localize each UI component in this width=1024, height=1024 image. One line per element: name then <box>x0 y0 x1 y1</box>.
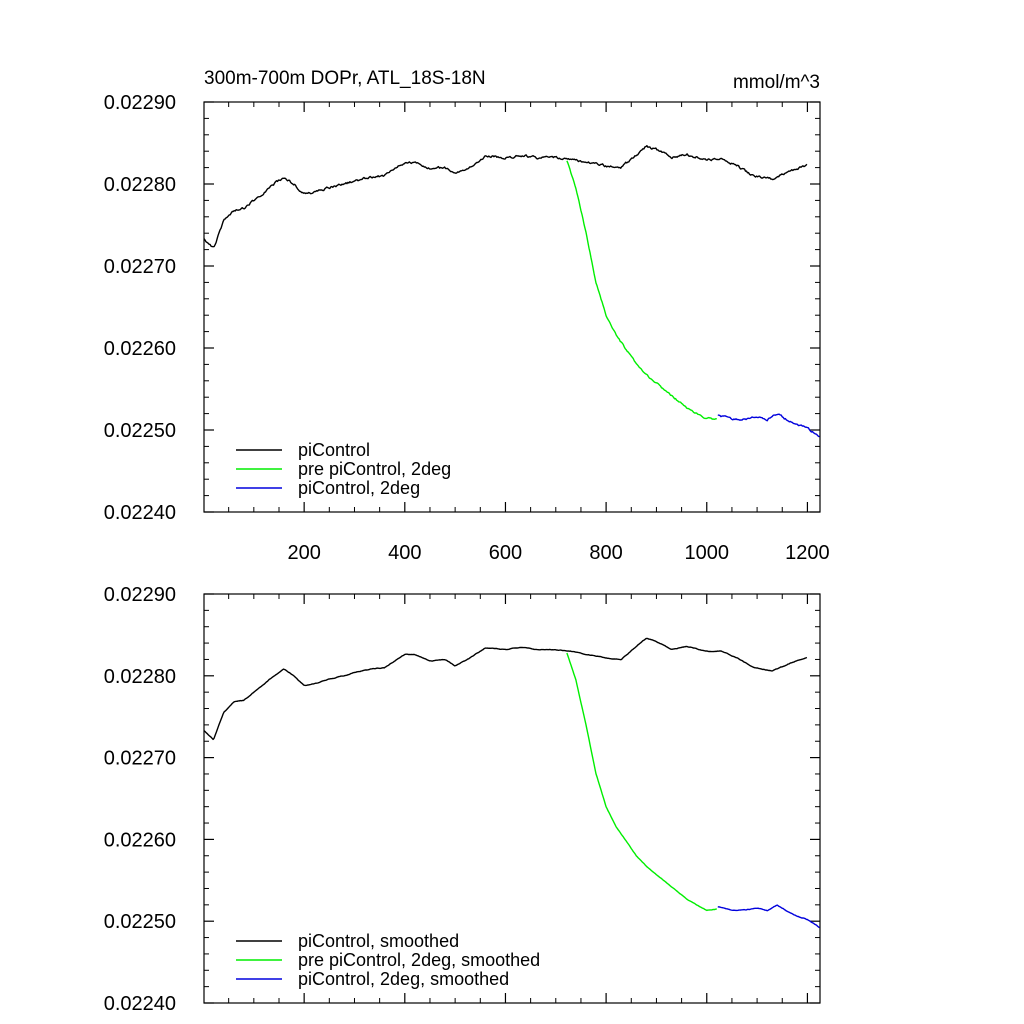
y-tick-label: 0.02280 <box>104 666 176 688</box>
legend-entry: piControl, 2deg, smoothed <box>236 969 509 989</box>
y-tick-label: 0.02290 <box>104 92 176 114</box>
y-tick-label: 0.02260 <box>104 338 176 360</box>
bottom-series-lines <box>203 637 820 929</box>
legend-label: piControl, 2deg <box>298 478 420 498</box>
legend-label: piControl, smoothed <box>298 931 459 951</box>
bottom-chart-panel: 0.02240 0.02250 0.02260 0.02270 0.02280 0.022… <box>104 584 821 1015</box>
y-tick-label: 0.02240 <box>104 993 176 1015</box>
legend-entry: pre piControl, 2deg <box>236 459 451 479</box>
plot-frame <box>203 101 821 513</box>
series-line <box>717 904 820 929</box>
x-tick-label: 400 <box>388 542 421 564</box>
y-tick-label: 0.02270 <box>104 748 176 770</box>
plot-frame <box>203 593 821 1004</box>
y-tick-label: 0.02270 <box>104 256 176 278</box>
legend-entry: pre piControl, 2deg, smoothed <box>236 950 540 970</box>
y-tick-label: 0.02240 <box>104 502 176 524</box>
x-tick-label: 1200 <box>785 542 830 564</box>
units-label: mmol/m^3 <box>733 72 820 93</box>
y-tick-label: 0.02280 <box>104 174 176 196</box>
top-axes: 0.02240 0.02250 0.02260 0.02270 0.02280 0.022… <box>104 92 830 564</box>
x-tick-label: 800 <box>589 542 622 564</box>
legend-entry: piControl <box>236 440 370 460</box>
y-tick-label: 0.02250 <box>104 420 176 442</box>
series-line <box>717 413 820 438</box>
top-chart-panel: 300m-700m DOPr, ATL_18S-18N mmol/m^3 0.0… <box>104 68 830 564</box>
legend-label: piControl, 2deg, smoothed <box>298 969 509 989</box>
legend-entry: piControl, smoothed <box>236 931 459 951</box>
y-tick-label: 0.02260 <box>104 829 176 851</box>
series-line <box>566 160 717 420</box>
y-tick-label: 0.02250 <box>104 911 176 933</box>
series-line <box>203 144 808 248</box>
legend-entry: piControl, 2deg <box>236 478 420 498</box>
y-tick-label: 0.02290 <box>104 584 176 606</box>
top-series-lines <box>203 144 820 438</box>
series-line <box>566 652 717 912</box>
chart-title: 300m-700m DOPr, ATL_18S-18N <box>204 68 486 89</box>
bottom-axes: 0.02240 0.02250 0.02260 0.02270 0.02280 0.022… <box>104 584 821 1015</box>
legend-label: pre piControl, 2deg <box>298 459 451 479</box>
series-line <box>203 637 808 741</box>
x-tick-label: 1000 <box>685 542 730 564</box>
x-tick-label: 200 <box>287 542 320 564</box>
legend-label: piControl <box>298 440 370 460</box>
x-tick-label: 600 <box>489 542 522 564</box>
legend-label: pre piControl, 2deg, smoothed <box>298 950 540 970</box>
